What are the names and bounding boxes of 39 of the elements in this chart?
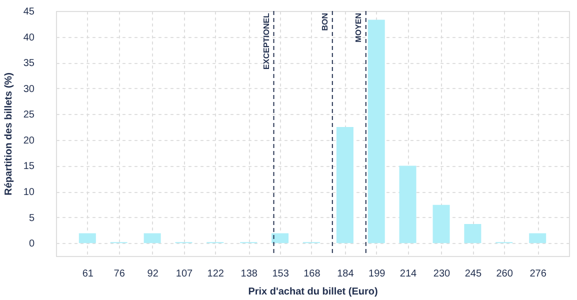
x-tick-label: 245 [464,268,482,280]
x-tick-label: 276 [530,268,547,280]
x-tick-label: 199 [368,268,386,280]
ref-line-label: MOYEN [354,12,363,42]
ref-line-label: BON [320,12,330,31]
x-tick-label: 61 [82,268,94,280]
y-tick-label: 5 [28,212,35,224]
x-tick-label: 230 [433,268,451,280]
x-tick-label: 214 [400,268,418,280]
ref-line-label: EXCEPTIONEL [262,12,271,70]
x-axis-title: Prix d'achat du billet (Euro) [248,286,378,298]
bar [464,224,482,244]
y-tick-label: 10 [23,187,35,198]
y-tick-label: 20 [23,135,35,146]
bar [336,127,354,244]
y-tick-label: 0 [28,238,35,250]
x-tick-label: 153 [272,268,290,280]
x-tick-label: 168 [304,268,321,280]
bar [432,204,450,244]
bar [272,233,289,244]
y-axis-title: Répartition des billets (%) [3,72,14,196]
x-tick-label: 92 [147,268,159,280]
x-tick-label: 184 [337,268,354,280]
bar [78,233,96,244]
x-tick-label: 122 [207,268,224,280]
bar [144,233,161,244]
y-tick-label: 15 [23,161,35,172]
bar [368,20,385,244]
x-tick-label: 76 [114,268,126,280]
y-tick-label: 45 [23,6,35,18]
y-tick-label: 25 [23,110,35,121]
bar [399,166,416,244]
y-tick-label: 35 [23,58,35,70]
y-tick-label: 30 [23,84,35,95]
y-tick-label: 40 [23,32,35,44]
x-tick-label: 138 [240,268,258,280]
x-tick-label: 107 [176,268,194,280]
x-tick-label: 260 [496,268,514,280]
bar [529,233,546,244]
